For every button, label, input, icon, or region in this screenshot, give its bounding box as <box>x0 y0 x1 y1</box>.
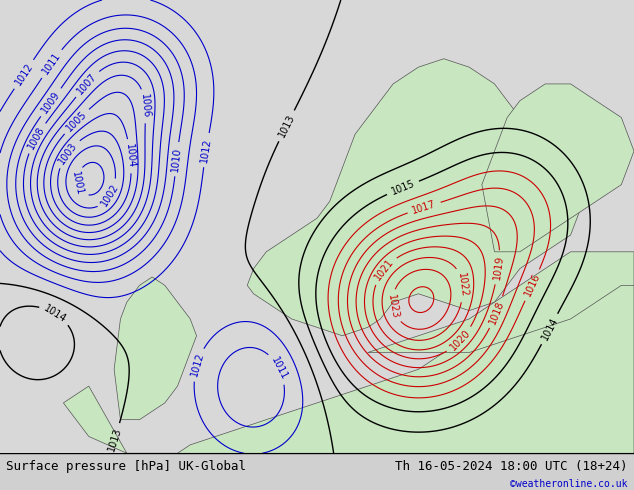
Polygon shape <box>63 269 634 453</box>
Text: 1016: 1016 <box>522 272 542 298</box>
Text: 1012: 1012 <box>189 351 205 378</box>
Text: 1010: 1010 <box>171 147 183 172</box>
Text: 1014: 1014 <box>540 316 560 342</box>
Text: Surface pressure [hPa] UK-Global: Surface pressure [hPa] UK-Global <box>6 460 247 473</box>
Text: 1023: 1023 <box>386 293 400 319</box>
Polygon shape <box>482 84 634 252</box>
Polygon shape <box>247 59 583 336</box>
Text: 1006: 1006 <box>139 94 151 119</box>
Text: Th 16-05-2024 18:00 UTC (18+24): Th 16-05-2024 18:00 UTC (18+24) <box>395 460 628 473</box>
Text: 1015: 1015 <box>389 178 416 197</box>
Text: 1022: 1022 <box>456 272 469 298</box>
Text: 1004: 1004 <box>124 144 136 169</box>
Text: 1019: 1019 <box>492 255 505 280</box>
Text: 1002: 1002 <box>100 182 121 208</box>
Polygon shape <box>114 277 197 419</box>
Text: 1017: 1017 <box>411 199 437 216</box>
Text: 1008: 1008 <box>26 125 47 151</box>
Text: 1013: 1013 <box>106 426 123 453</box>
Text: 1011: 1011 <box>269 355 289 382</box>
Text: 1013: 1013 <box>276 113 297 139</box>
Text: 1021: 1021 <box>373 257 396 283</box>
Polygon shape <box>368 252 634 352</box>
Text: 1012: 1012 <box>199 137 213 163</box>
Text: 1012: 1012 <box>13 61 35 87</box>
Text: 1009: 1009 <box>40 90 62 115</box>
Text: 1007: 1007 <box>75 71 99 96</box>
Text: 1001: 1001 <box>70 171 85 196</box>
Text: 1014: 1014 <box>42 303 68 324</box>
Text: ©weatheronline.co.uk: ©weatheronline.co.uk <box>510 480 628 490</box>
Text: 1011: 1011 <box>41 51 63 76</box>
Text: 1020: 1020 <box>448 328 472 353</box>
Text: 1018: 1018 <box>488 299 506 325</box>
Text: 1005: 1005 <box>64 109 89 133</box>
Text: 1003: 1003 <box>56 140 79 166</box>
